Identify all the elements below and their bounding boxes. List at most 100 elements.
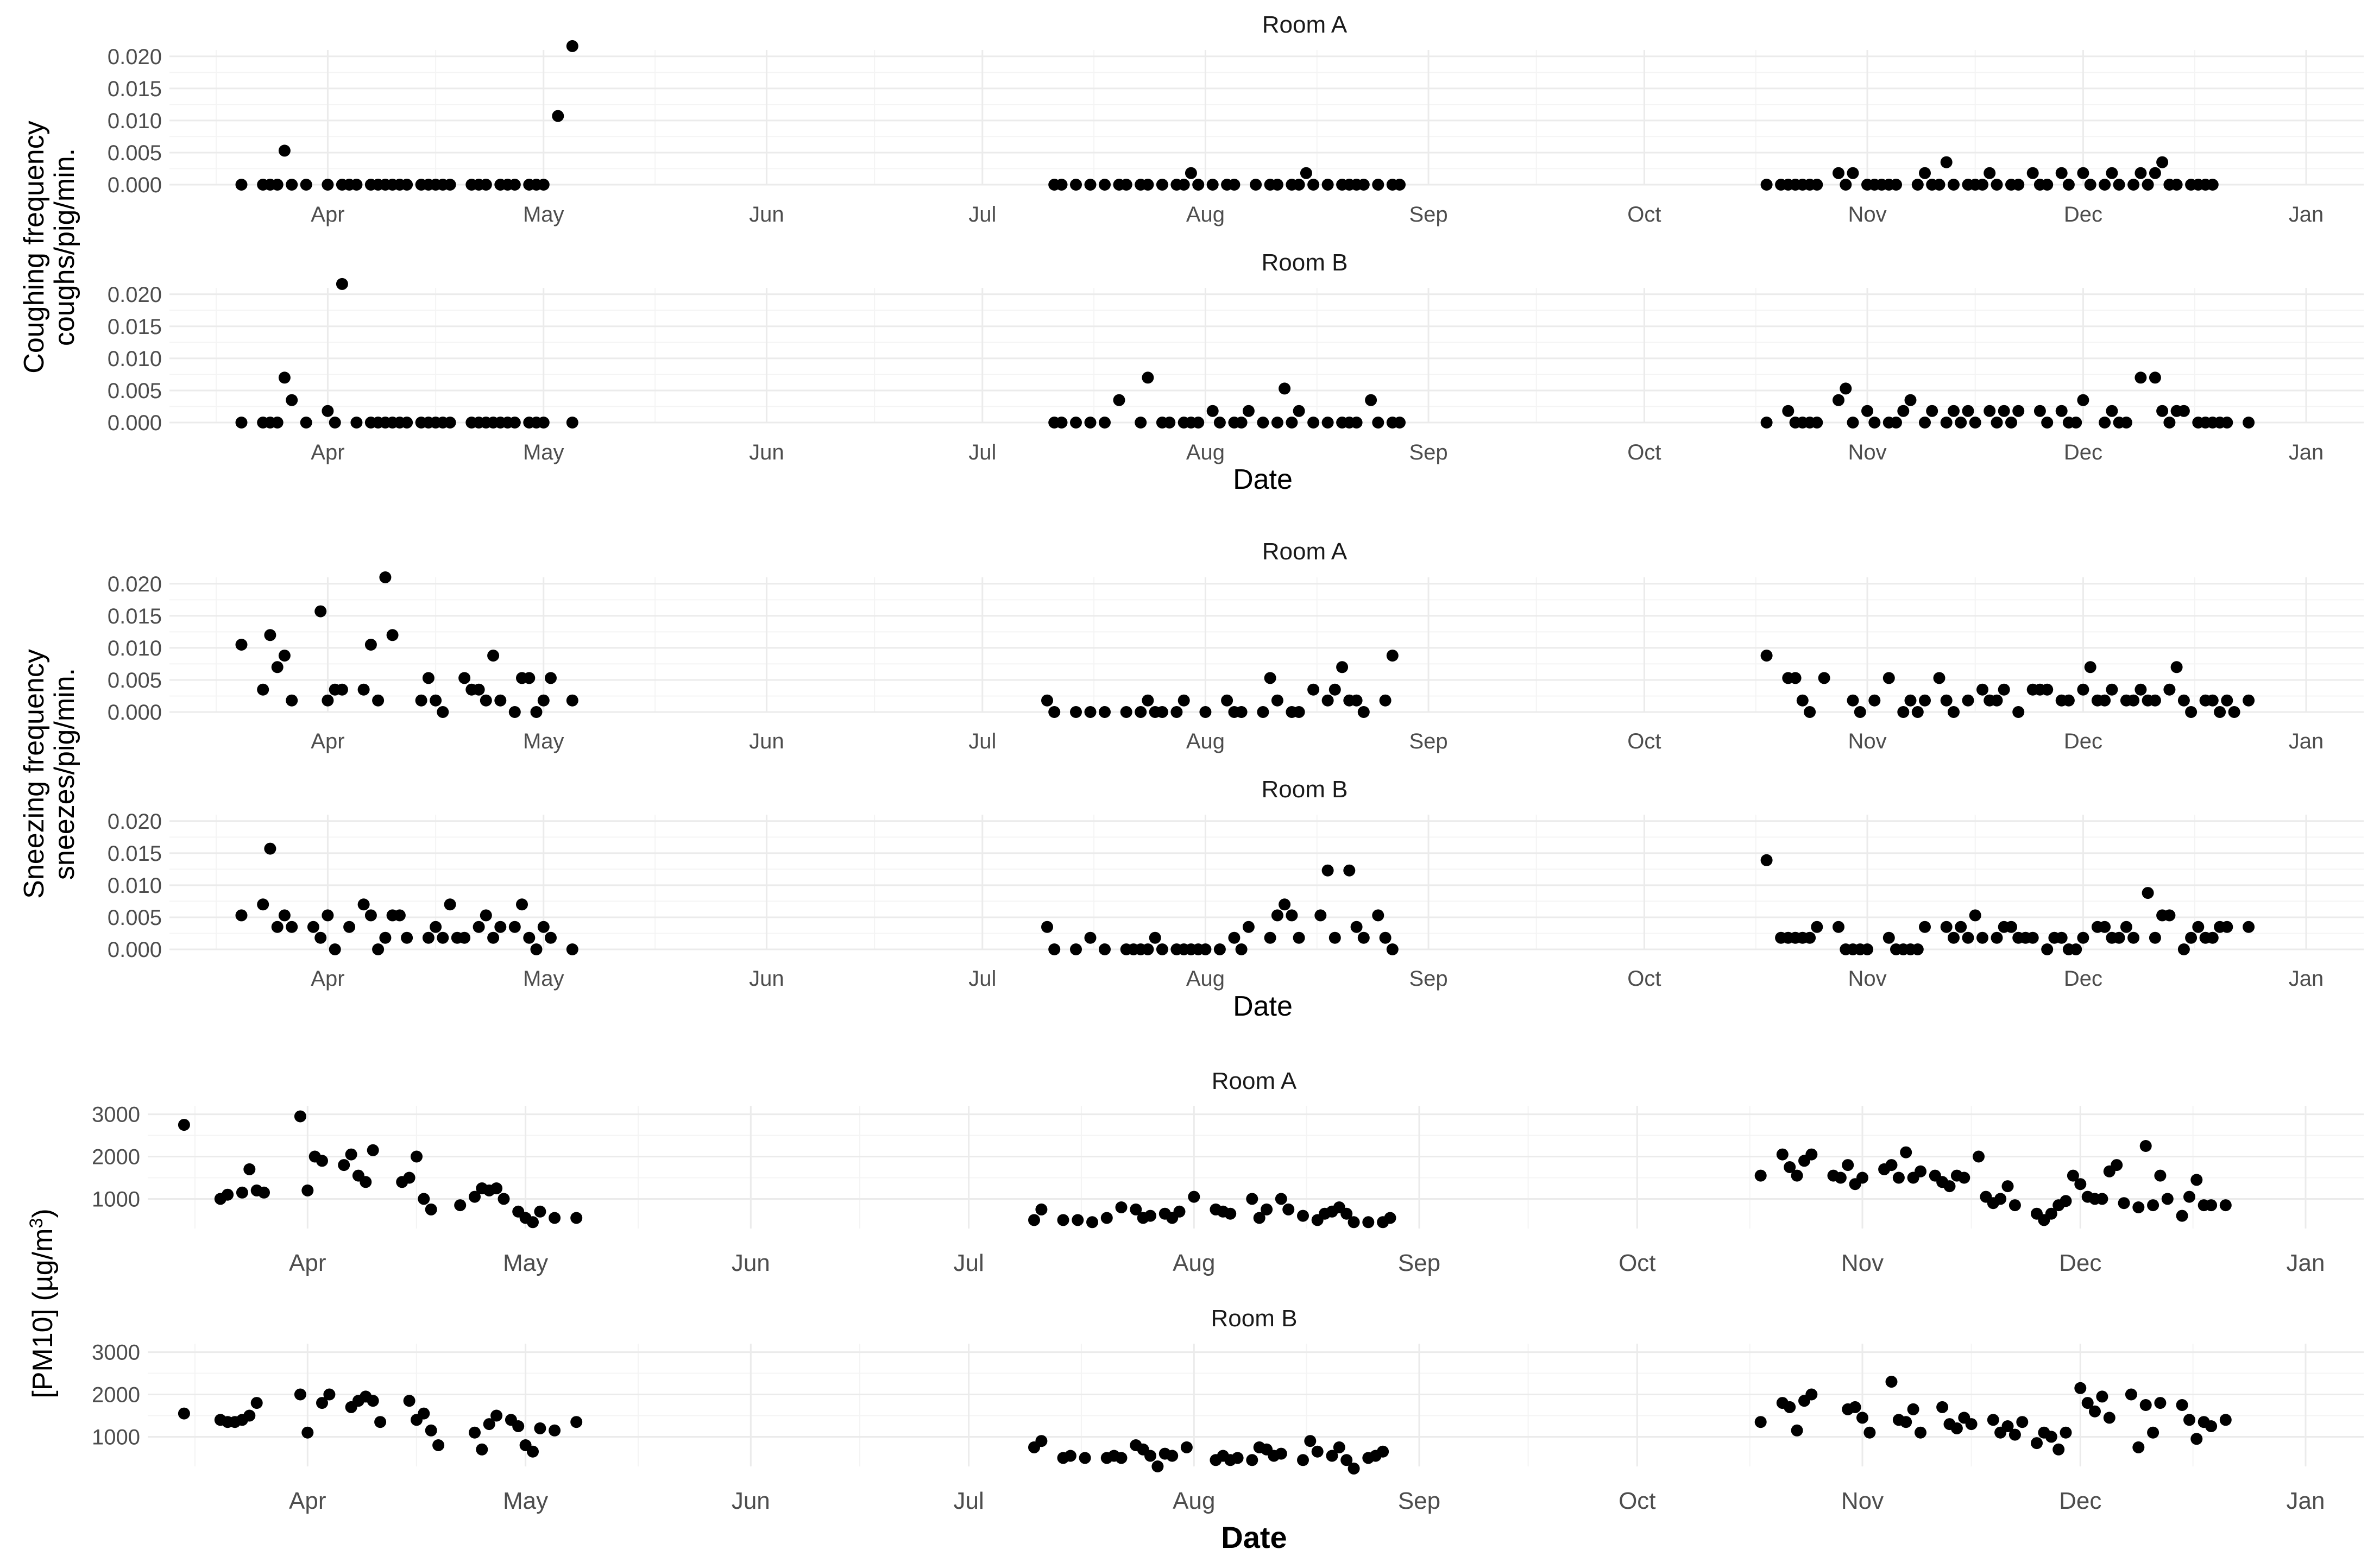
x-tick-label: Jun <box>749 729 784 753</box>
data-point <box>1279 898 1291 911</box>
x-tick-label: Aug <box>1186 729 1225 753</box>
data-point <box>2070 943 2082 955</box>
data-point <box>2031 1437 2043 1450</box>
data-point <box>1199 943 1212 955</box>
data-point <box>2127 694 2140 707</box>
data-point <box>1311 1445 1324 1458</box>
data-point <box>1911 706 1924 718</box>
data-point <box>1113 394 1125 406</box>
data-point <box>2183 1191 2195 1203</box>
data-points <box>235 40 2219 191</box>
data-points <box>235 842 2255 955</box>
data-point <box>1300 167 1312 179</box>
pm10-y-axis-title: [PM10] (µg/m3) <box>26 1208 59 1398</box>
x-tick-label: Aug <box>1186 440 1225 464</box>
x-tick-label: Jan <box>2289 203 2324 226</box>
data-point <box>2060 1195 2072 1207</box>
data-point <box>286 694 298 707</box>
panel-coughing-room-a: Room A 0.000 0.005 0.010 0.015 0.020 Apr May Ju… <box>108 11 2364 226</box>
data-point <box>2055 931 2068 944</box>
data-point <box>2077 931 2089 944</box>
data-point <box>1890 179 1902 191</box>
data-point <box>2074 1382 2087 1394</box>
data-point <box>338 1159 350 1172</box>
y-tick-label: 0.000 <box>108 938 162 962</box>
x-tick-label: Oct <box>1619 1488 1655 1514</box>
data-point <box>1976 179 1988 191</box>
data-point <box>1144 1210 1156 1222</box>
data-point <box>2135 683 2147 696</box>
data-point <box>2163 909 2176 922</box>
x-tick-label: Jan <box>2289 967 2324 991</box>
x-tick-label: Jun <box>749 440 784 464</box>
data-point <box>1185 167 1197 179</box>
data-point <box>411 1150 423 1163</box>
data-point <box>1336 661 1349 673</box>
data-point <box>1246 1454 1258 1466</box>
data-point <box>264 842 276 855</box>
data-point <box>2106 167 2118 179</box>
x-tick-label: Sep <box>1409 440 1447 464</box>
x-tick-label: Dec <box>2064 729 2102 753</box>
data-point <box>1348 1462 1360 1475</box>
data-point <box>1271 909 1283 922</box>
data-point <box>2154 1169 2167 1182</box>
data-point <box>1782 405 1795 417</box>
data-point <box>1948 179 1960 191</box>
data-point <box>1365 394 1377 406</box>
data-point <box>480 179 492 191</box>
data-point <box>2156 156 2169 168</box>
data-point <box>1868 417 1881 429</box>
data-point <box>1333 1441 1345 1453</box>
x-tick-label: Dec <box>2064 440 2102 464</box>
data-point <box>1099 417 1111 429</box>
x-tick-label: Sep <box>1409 729 1447 753</box>
x-tick-label: Jul <box>968 203 996 226</box>
data-point <box>2206 179 2219 191</box>
pm10-y-axis-title-sup: 3 <box>26 1218 47 1229</box>
data-point <box>1834 1172 1847 1184</box>
data-point <box>1192 179 1205 191</box>
data-point <box>1271 417 1283 429</box>
data-point <box>1969 909 1981 922</box>
data-point <box>2096 1390 2108 1403</box>
data-point <box>2008 1428 2021 1441</box>
data-point <box>530 706 543 718</box>
panel-title: Room A <box>1212 1068 1297 1094</box>
x-tick-label: Nov <box>1848 440 1886 464</box>
x-tick-label: Sep <box>1409 967 1447 991</box>
data-point <box>2045 1431 2057 1443</box>
x-tick-label: Oct <box>1619 1250 1655 1276</box>
y-tick-label: 0.000 <box>108 411 162 435</box>
panel-sneezing-room-a: Room A 0.000 0.005 0.010 0.015 0.020 Apr May Ju… <box>108 538 2364 753</box>
data-point <box>534 1422 546 1434</box>
data-point <box>1156 706 1168 718</box>
data-point <box>2214 706 2226 718</box>
data-point <box>1135 706 1147 718</box>
data-point <box>1911 179 1924 191</box>
data-point <box>570 1212 583 1224</box>
data-point <box>2163 417 2176 429</box>
data-point <box>1900 1146 1912 1158</box>
data-point <box>512 1420 525 1432</box>
data-point <box>2055 405 2068 417</box>
x-tick-label: Jul <box>968 440 996 464</box>
data-point <box>1940 694 1953 707</box>
data-point <box>1357 931 1370 944</box>
data-point <box>508 417 521 429</box>
data-point <box>1998 683 2010 696</box>
data-point <box>1304 1435 1317 1447</box>
data-point <box>1057 1214 1069 1226</box>
data-point <box>1776 1148 1789 1161</box>
coughing-y-axis-title-line2: coughs/pig/min. <box>49 148 80 346</box>
data-point <box>1321 179 1334 191</box>
data-point <box>1789 672 1802 684</box>
y-tick-label: 0.020 <box>108 283 162 307</box>
x-tick-label: Oct <box>1627 203 1661 226</box>
data-point <box>345 1148 357 1161</box>
y-tick-label: 0.015 <box>108 604 162 628</box>
data-point <box>314 605 327 618</box>
y-tick-label: 1000 <box>92 1425 140 1449</box>
data-point <box>1271 694 1283 707</box>
data-point <box>2055 167 2068 179</box>
